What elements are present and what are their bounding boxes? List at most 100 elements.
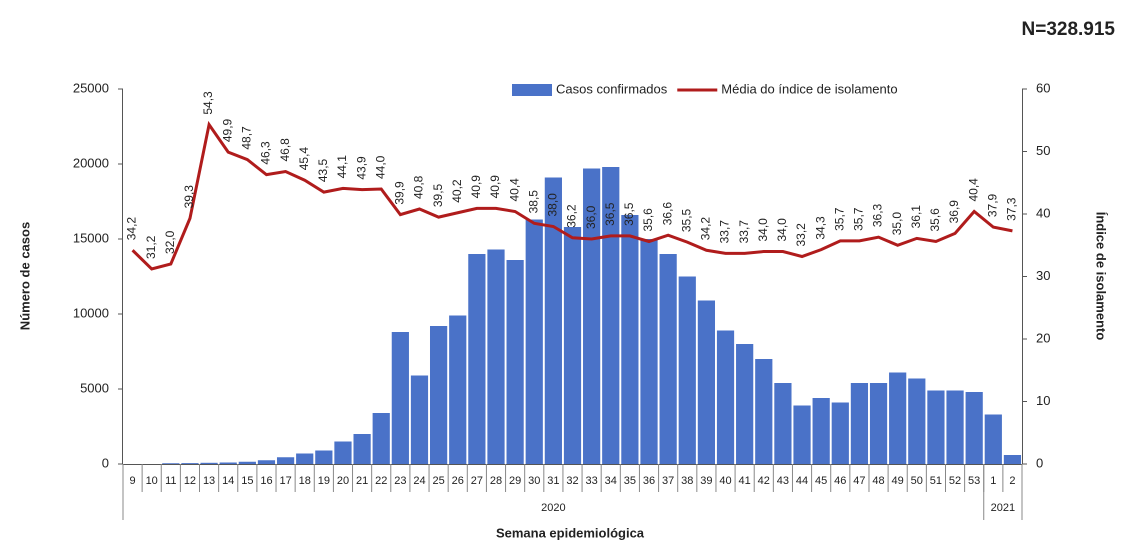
y2-tick-label: 30	[1036, 268, 1050, 283]
bar	[506, 260, 524, 464]
x-tick-label: 50	[911, 475, 923, 487]
bar	[544, 177, 562, 464]
line	[131, 120, 1013, 271]
bar	[793, 405, 811, 464]
x-tick-label: 42	[758, 475, 770, 487]
data-label: 36,9	[947, 200, 961, 224]
x-tick-label: 20	[337, 475, 349, 487]
y-tick-label: 10000	[73, 305, 109, 320]
data-label: 36,5	[603, 202, 617, 226]
data-label: 35,6	[928, 208, 942, 232]
bar	[602, 167, 620, 464]
y-tick-label: 5000	[80, 380, 109, 395]
x-tick-label: 28	[490, 475, 502, 487]
data-label: 32,0	[163, 230, 177, 254]
bar	[563, 227, 582, 464]
x-tick-label: 22	[375, 475, 387, 487]
x-tick-label: 52	[949, 475, 961, 487]
y-tick-label: 20000	[73, 155, 109, 170]
x-tick-label: 36	[643, 475, 655, 487]
data-label: 35,7	[832, 207, 846, 231]
data-label: 38,0	[546, 193, 560, 217]
data-label: 39,5	[431, 183, 445, 207]
x-tick-label: 30	[528, 475, 540, 487]
bar	[296, 453, 314, 464]
y-tick-label: 0	[102, 455, 109, 470]
legend-label: Casos confirmados	[556, 81, 668, 96]
data-label: 35,5	[679, 208, 693, 232]
bar	[583, 168, 601, 464]
x-tick-label: 13	[203, 475, 215, 487]
y2-tick-label: 40	[1036, 205, 1050, 220]
data-label: 40,9	[488, 175, 502, 199]
bar	[640, 239, 658, 464]
data-label: 44,1	[335, 155, 349, 179]
x-tick-label: 45	[815, 475, 827, 487]
data-label: 43,5	[316, 158, 330, 182]
x-tick-label: 44	[796, 475, 808, 487]
data-label: 38,5	[526, 190, 540, 214]
y2-tick-label: 0	[1036, 455, 1043, 470]
bar	[315, 450, 333, 464]
y-tick-label: 15000	[73, 230, 109, 245]
data-label: 36,6	[660, 202, 674, 226]
x-tick-label: 32	[566, 475, 578, 487]
data-label: 37,3	[1005, 197, 1019, 221]
x-tick-label: 11	[165, 475, 176, 487]
x-tick-label: 37	[662, 475, 674, 487]
x-tick-label: 25	[432, 475, 444, 487]
x-axis-label: Semana epidemiológica	[496, 525, 645, 540]
group-label: 2021	[991, 502, 1015, 514]
data-label: 48,7	[240, 126, 254, 150]
data-label: 43,9	[354, 156, 368, 180]
sample-size: N=328.915	[1022, 19, 1116, 40]
x-tick-label: 33	[586, 475, 598, 487]
bar	[468, 254, 486, 464]
data-label: 34,2	[699, 217, 713, 241]
bar	[812, 398, 830, 464]
x-tick-label: 46	[834, 475, 846, 487]
bar	[965, 392, 983, 464]
data-label: 34,2	[125, 217, 139, 241]
y-tick-label: 25000	[73, 80, 109, 95]
bar	[659, 254, 677, 464]
bar	[621, 215, 639, 464]
bar	[755, 359, 773, 464]
bar	[334, 441, 352, 464]
data-label: 36,0	[584, 205, 598, 229]
data-label: 34,0	[775, 218, 789, 242]
data-label: 33,7	[737, 220, 751, 244]
data-label: 40,4	[507, 178, 521, 202]
bar	[716, 330, 735, 464]
bar	[391, 332, 409, 464]
bar	[697, 300, 716, 464]
data-label: 39,3	[182, 185, 196, 209]
bar	[946, 390, 964, 464]
data-label: 40,9	[469, 175, 483, 199]
group-label: 2020	[541, 502, 565, 514]
y2-tick-label: 20	[1036, 330, 1050, 345]
data-label: 36,1	[909, 205, 923, 229]
x-tick-label: 38	[681, 475, 693, 487]
bar	[257, 460, 276, 464]
bar	[869, 383, 888, 464]
legend-swatch	[512, 84, 552, 96]
bar	[372, 413, 390, 464]
data-label: 37,9	[985, 193, 999, 217]
bar	[219, 462, 237, 464]
x-tick-label: 34	[605, 475, 617, 487]
x-tick-label: 48	[872, 475, 884, 487]
x-tick-label: 24	[413, 475, 425, 487]
x-tick-label: 16	[260, 475, 272, 487]
x-tick-label: 12	[184, 475, 196, 487]
data-label: 49,9	[220, 118, 234, 142]
bar	[429, 326, 448, 464]
x-tick-label: 41	[739, 475, 751, 487]
data-label: 40,8	[412, 175, 426, 199]
bar	[908, 378, 926, 464]
x-tick-label: 18	[299, 475, 311, 487]
x-tick-label: 9	[130, 475, 136, 487]
bar	[831, 402, 849, 464]
bar	[238, 461, 256, 464]
x-tick-label: 47	[853, 475, 865, 487]
